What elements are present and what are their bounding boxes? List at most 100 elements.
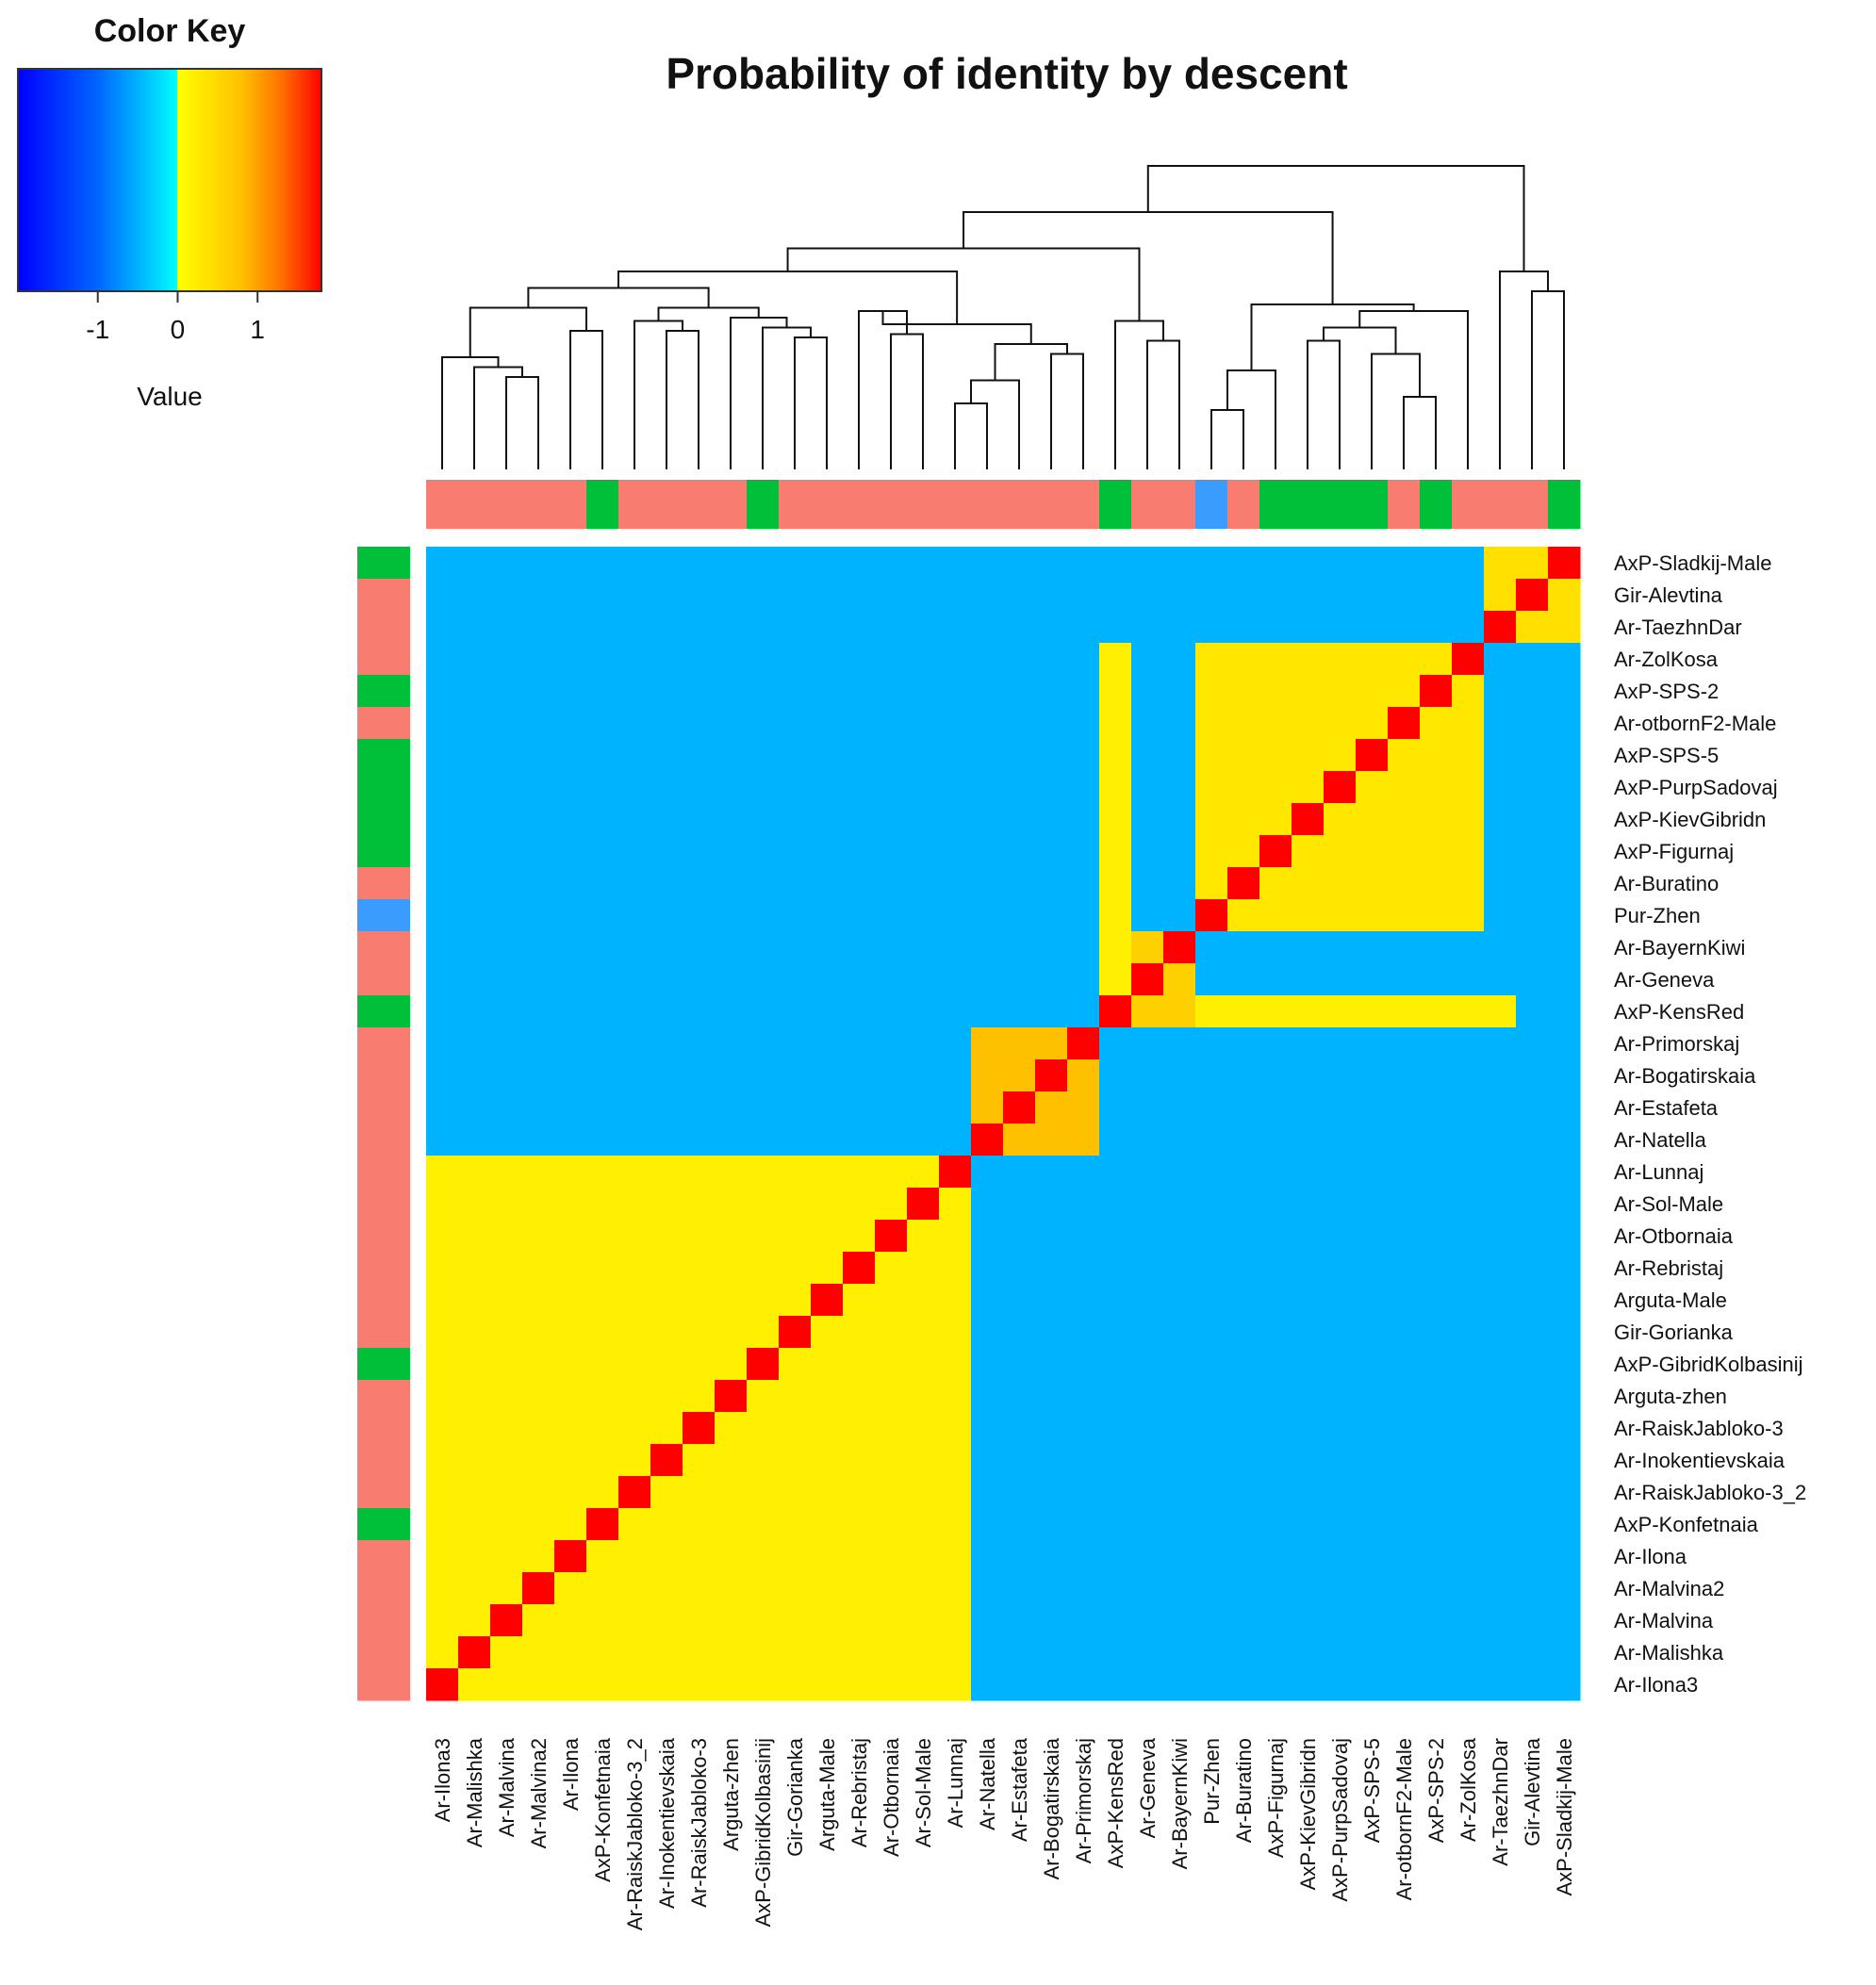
heatmap-cell [1099,547,1132,580]
color-key-swatch [232,69,236,291]
heatmap-cell [1227,899,1260,932]
color-key-swatch [131,69,135,291]
heatmap-cell [490,1027,523,1060]
column-group-swatch [490,480,523,529]
heatmap-cell [1195,579,1228,612]
heatmap-cell [458,771,491,804]
heatmap-cell [875,995,908,1028]
heatmap-cell [907,995,940,1028]
heatmap-cell [522,995,555,1028]
heatmap-cell [426,803,459,836]
heatmap-cell [1259,995,1292,1028]
column-label: Ar-Inokentievskaia [655,1737,679,1909]
color-key-swatch [114,69,118,291]
heatmap-cell [490,995,523,1028]
heatmap-cell [1163,1508,1196,1541]
heatmap-cell [1484,1188,1517,1221]
heatmap-cell [1035,1284,1068,1317]
heatmap-cell [779,1668,812,1701]
color-key-swatch [190,69,193,291]
heatmap-cell [618,579,651,612]
heatmap-cell [1388,1508,1421,1541]
heatmap-cell [1484,739,1517,772]
heatmap-cell [843,835,876,868]
heatmap-cell [779,1476,812,1509]
color-key-swatch [41,69,43,291]
heatmap-cell [907,963,940,996]
row-label: AxP-Konfetnaia [1614,1513,1759,1536]
heatmap-cell [650,867,683,900]
heatmap-cell [907,1476,940,1509]
heatmap-cell [618,1091,651,1124]
column-group-swatch [971,480,1004,529]
heatmap-cell [426,707,459,740]
heatmap-cell [971,1091,1004,1124]
color-key-swatch [84,69,88,291]
color-key-swatch [206,69,208,291]
heatmap-cell [1484,1476,1517,1509]
color-key-tick-label: 0 [171,315,186,344]
heatmap-cell [1003,995,1036,1028]
row-group-swatch [357,1412,410,1445]
heatmap-cell [1388,1316,1421,1349]
heatmap-cell [1420,739,1453,772]
heatmap-cell [939,803,972,836]
heatmap-cell [811,1124,844,1157]
heatmap-cell [843,1316,876,1349]
heatmap-cell [1548,1188,1581,1221]
heatmap-cell [907,675,940,708]
heatmap-cell [618,1316,651,1349]
heatmap-cell [1131,1604,1164,1637]
heatmap-cell [1484,1027,1517,1060]
heatmap-cell [1003,803,1036,836]
heatmap-cell [1420,931,1453,964]
heatmap-cell [683,1124,716,1157]
heatmap-cell [426,1476,459,1509]
color-key-swatch [137,69,140,291]
heatmap-cell [458,1124,491,1157]
heatmap-cell [586,995,619,1028]
heatmap-cell [1227,1284,1260,1317]
heatmap-cell [1356,1540,1389,1573]
heatmap-cell [1548,835,1581,868]
heatmap-cell [458,803,491,836]
heatmap-cell [1067,675,1100,708]
color-key-swatch [152,69,156,291]
heatmap-cell [1484,611,1517,644]
row-label: Ar-Malvina [1614,1609,1714,1632]
heatmap-cell [1195,963,1228,996]
color-key-swatch [309,69,313,291]
heatmap-cell [843,611,876,644]
heatmap-cell [907,643,940,676]
heatmap-cell [875,1380,908,1413]
heatmap-cell [1195,931,1228,964]
heatmap-cell [811,1668,844,1701]
heatmap-cell [1388,1380,1421,1413]
heatmap-cell [683,579,716,612]
dendrogram-branch [1226,369,1276,469]
heatmap-cell [1452,1668,1485,1701]
color-key-swatch [234,69,238,291]
heatmap-cell [1131,1348,1164,1381]
heatmap-cell [715,707,748,740]
heatmap-cell [875,867,908,900]
heatmap-cell [1099,867,1132,900]
row-group-swatch [357,579,410,612]
heatmap-cell [522,739,555,772]
heatmap-cell [522,1284,555,1317]
row-label: Ar-Malvina2 [1614,1577,1724,1600]
heatmap-cell [1548,1668,1581,1701]
heatmap-cell [779,1348,812,1381]
row-label: AxP-PurpSadovaj [1614,776,1778,799]
row-label: Ar-BayernKiwi [1614,936,1745,960]
heatmap-cell [1484,1316,1517,1349]
heatmap-cell [426,1027,459,1060]
heatmap-cell [1003,1444,1036,1477]
heatmap-cell [1227,739,1260,772]
row-group-swatch [357,995,410,1028]
heatmap-cell [1067,963,1100,996]
heatmap-cell [426,1156,459,1189]
heatmap-cell [618,1508,651,1541]
heatmap-cell [811,1604,844,1637]
heatmap-cell [458,899,491,932]
